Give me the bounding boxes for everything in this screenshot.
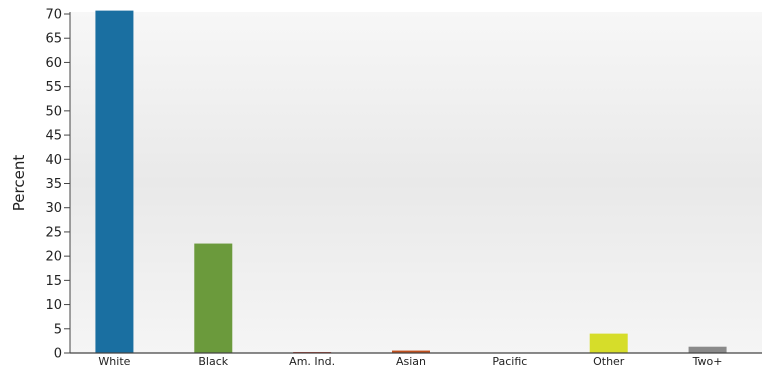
y-tick-label: 60 <box>45 56 62 71</box>
y-tick-label: 20 <box>45 250 62 265</box>
x-category-label: Other <box>593 355 625 368</box>
y-tick-label: 15 <box>45 274 62 289</box>
plot-area <box>70 12 762 353</box>
bar-asian <box>392 350 430 353</box>
y-tick-label: 5 <box>54 322 62 337</box>
bar-black <box>194 243 233 353</box>
bar-other <box>589 333 628 353</box>
bar-two <box>688 346 727 353</box>
y-tick-label: 35 <box>45 177 62 192</box>
y-tick-label: 55 <box>45 80 62 95</box>
x-category-label: Pacific <box>492 355 527 368</box>
x-category-label: White <box>98 355 130 368</box>
x-category-label: Black <box>198 355 228 368</box>
y-axis-title: Percent <box>10 155 28 212</box>
y-tick-label: 40 <box>45 153 62 168</box>
bar-white <box>95 10 134 354</box>
y-tick-label: 65 <box>45 32 62 47</box>
x-category-label: Am. Ind. <box>289 355 335 368</box>
y-tick-label: 45 <box>45 129 62 144</box>
y-tick-label: 30 <box>45 201 62 216</box>
x-category-label: Two+ <box>692 355 723 368</box>
y-tick-label: 25 <box>45 225 62 240</box>
y-tick-label: 70 <box>45 8 62 23</box>
y-tick-label: 50 <box>45 104 62 119</box>
y-tick-label: 0 <box>54 347 62 362</box>
x-category-label: Asian <box>396 355 426 368</box>
y-tick-label: 10 <box>45 298 62 313</box>
